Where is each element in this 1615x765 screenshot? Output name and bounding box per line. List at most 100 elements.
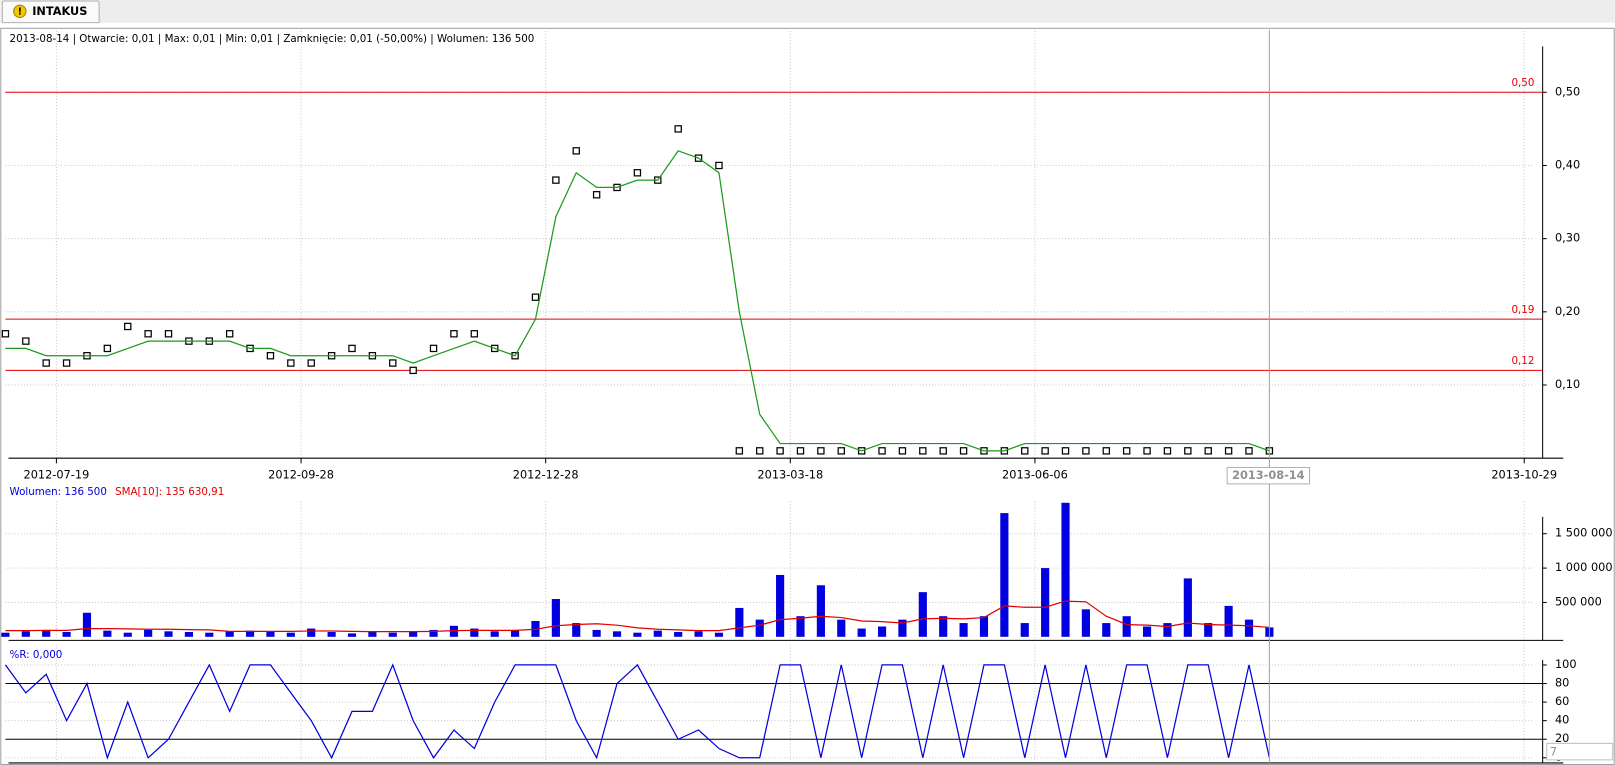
price-candle [429,344,438,353]
price-candle [1204,447,1212,455]
volume-bar [979,616,989,637]
price-candle [307,359,315,367]
volume-bar [1081,609,1090,637]
volume-bar [490,631,499,637]
price-candle [450,330,458,338]
volume-bar [1000,513,1009,637]
level-label: 0,50 [1511,77,1534,89]
volume-bar [1061,502,1070,637]
price-candle [22,337,30,345]
price-candle [287,359,295,367]
y-tick-label: 80 [1555,676,1569,690]
price-candle [144,330,152,338]
legend-entry: SMA[10]: 135 630,91 [115,486,224,498]
corner-box [1546,742,1614,761]
volume-bar [144,629,153,637]
volume-bar [653,630,662,637]
volume-bar [612,631,622,637]
volume-bar [755,619,764,637]
volume-bar [1224,605,1233,637]
plot-area: 0,10 0,20 0,30 0,40 0,50 0,50 0,19 0,12 2013-08-… [1,29,1613,764]
volume-bar [551,599,560,637]
volume-bar [225,631,234,637]
volume-bar [776,574,785,637]
price-candle [919,447,927,455]
volume-bar [368,631,377,637]
volume-bar [409,632,418,637]
volume-bar [694,631,703,637]
volume-bar [245,630,255,637]
y-tick-label: 0,40 [1555,157,1580,171]
price-candle [1184,447,1192,455]
price-candle [1224,447,1233,455]
x-tick-label: 2013-10-29 [1491,468,1557,482]
price-candle [633,169,642,177]
y-tick-label: 40 [1555,713,1569,727]
volume-bar [837,619,846,637]
volume-bar [205,632,214,637]
volume-bar [388,632,397,637]
price-candle [348,344,356,353]
price-candle [389,359,397,367]
price-candle [124,322,132,331]
y-tick-label: 1 500 000 [1555,526,1613,540]
volume-bar [1041,568,1050,637]
y-tick-label: 0,50 [1555,84,1580,98]
volume-bar [633,632,642,637]
volume-bar [592,629,601,637]
volume-bar [1204,623,1213,637]
x-tick-label: 2012-07-19 [24,468,90,482]
cursor-label-box [1226,466,1311,485]
volume-bar [959,623,968,637]
volume-bar [347,633,357,637]
price-candle [796,447,805,455]
cursor-label: 2013-08-14 [1232,468,1304,482]
y-tick-label: 0,20 [1555,304,1580,318]
price-candle [1041,447,1049,455]
price-candle [42,359,50,367]
volume-bar [21,631,30,637]
tab-title[interactable]: INTAKUS [32,4,87,18]
tab[interactable] [1,0,100,24]
volume-bar [470,628,479,637]
x-tick-label: 2012-09-28 [268,468,334,482]
chart-title: 2013-08-14 | Otwarcie: 0,01 | Max: 0,01 … [10,33,535,45]
x-tick-label: 2012-12-28 [513,468,579,482]
y-tick-label: 0,30 [1555,231,1580,245]
price-candle [1082,447,1090,455]
legend-entry: %R: 0,000 [10,649,63,661]
series-line [4,663,1270,760]
price-candle [225,330,234,338]
volume-bar [164,631,173,637]
y-tick-label: 20 [1555,731,1569,745]
price-candle [1021,447,1029,455]
volume-bar [796,616,805,637]
price-candle [470,330,479,338]
volume-bar [123,632,132,637]
volume-bar [286,632,295,637]
price-candle [735,447,744,455]
volume-bar [1102,623,1111,637]
volume-bar [1,632,10,637]
volume-bar [327,632,336,637]
price-candle [1163,447,1172,455]
price-candle [572,147,580,155]
price-candle [62,359,71,367]
volume-bar [674,632,683,637]
x-tick-label: 2013-03-18 [757,468,823,482]
price-candle [959,447,968,455]
price-candle [531,293,540,301]
volume-bar [1244,619,1254,637]
legend-entry: Wolumen: 136 500 [10,486,107,498]
y-tick-label: 100 [1555,657,1577,671]
price-candle [552,176,560,184]
volume-bar [1183,578,1192,637]
volume-bar [877,626,887,637]
series-line [5,600,1270,633]
volume-bar [816,585,825,637]
price-candle [674,125,682,133]
price-candle [715,161,723,170]
volume-bar [1122,616,1131,637]
price-candle [164,330,173,338]
price-candle [939,447,947,455]
